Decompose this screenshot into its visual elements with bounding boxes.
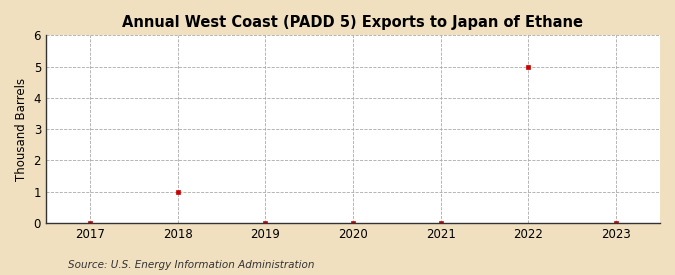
Y-axis label: Thousand Barrels: Thousand Barrels <box>15 78 28 181</box>
Text: Source: U.S. Energy Information Administration: Source: U.S. Energy Information Administ… <box>68 260 314 270</box>
Title: Annual West Coast (PADD 5) Exports to Japan of Ethane: Annual West Coast (PADD 5) Exports to Ja… <box>122 15 583 30</box>
